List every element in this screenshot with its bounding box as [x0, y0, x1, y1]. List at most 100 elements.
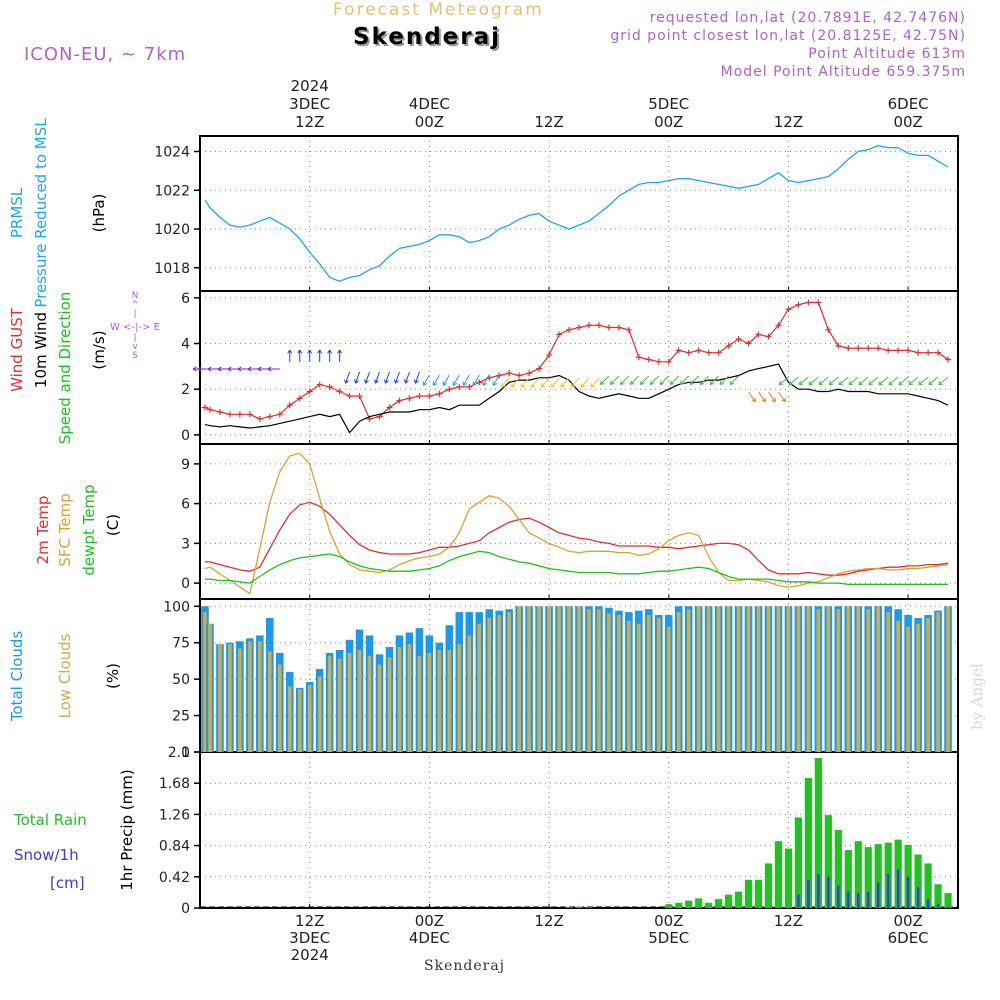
bottom-time-label: 6DEC: [888, 929, 929, 947]
wind-arrow-head: [888, 380, 893, 386]
rain-bar: [934, 884, 942, 908]
wind-arrow-head: [530, 383, 536, 388]
wind-arrow: [560, 377, 570, 388]
wind-arrow: [898, 376, 909, 386]
low-cloud-bar: [517, 606, 521, 752]
wind-arrow: [600, 375, 610, 385]
gridpoint-coords: grid point closest lon,lat (20.8125E, 42…: [610, 28, 966, 44]
low-cloud-bar: [427, 652, 432, 752]
wind-arrow: [452, 374, 460, 386]
panel-frame-5: [199, 751, 959, 909]
gust-marker: [456, 383, 463, 390]
gust-marker: [715, 349, 722, 356]
low-cloud-bar: [886, 612, 890, 752]
low-cloud-bar: [218, 644, 222, 752]
wind-arrow: [768, 391, 776, 403]
gust-marker: [546, 351, 553, 358]
snow-bar: [916, 887, 920, 908]
bottom-time-label: 12Z: [295, 912, 324, 930]
rain-bar: [774, 841, 783, 908]
rain-bar: [874, 844, 882, 908]
pressure-line: [204, 145, 949, 282]
wind-arrow-head: [898, 380, 903, 386]
gust-marker: [665, 358, 672, 365]
label-total-clouds: Total Clouds: [8, 631, 26, 723]
panel-frame-1: [199, 135, 959, 292]
snow-bar: [857, 893, 860, 908]
gust-marker: [276, 411, 283, 418]
rain-bar: [675, 902, 683, 908]
low-cloud-bar: [856, 606, 861, 752]
gust-marker: [585, 322, 592, 329]
low-cloud-bar: [307, 684, 312, 752]
rain-bar: [744, 879, 753, 908]
y-tick-label: 1018: [154, 261, 190, 277]
wind-arrow-head: [192, 366, 197, 372]
low-cloud-bar: [367, 655, 372, 752]
wind-arrow-head: [492, 381, 497, 386]
rain-bar: [754, 879, 763, 908]
wind-arrow: [659, 375, 670, 385]
wind-arrow-head: [699, 380, 705, 385]
low-cloud-bar: [936, 612, 940, 752]
low-cloud-bar: [926, 617, 930, 752]
low-cloud-bar: [786, 606, 791, 752]
wind-arrow: [758, 391, 766, 403]
gust-marker: [825, 326, 832, 333]
wind-arrow-head: [404, 379, 409, 384]
label-hpa: (hPa): [90, 194, 108, 233]
low-cloud-bar: [377, 664, 382, 752]
wind-arrow: [868, 376, 879, 386]
rain-bar: [695, 898, 703, 908]
wind-arrow-head: [267, 366, 272, 372]
low-cloud-bar: [587, 609, 591, 752]
gust-marker: [386, 404, 393, 411]
wind-arrow: [364, 371, 371, 384]
wind-arrow: [394, 371, 400, 384]
gust-marker: [875, 345, 882, 352]
wind-arrow-head: [217, 366, 222, 372]
location-title: Skenderaj: [353, 24, 502, 50]
y-tick-label: 0: [181, 576, 190, 592]
rain-bar: [944, 893, 952, 908]
gust-marker: [446, 386, 453, 393]
wind-arrow-head: [540, 383, 546, 388]
gust-marker: [735, 335, 742, 342]
rain-bar: [914, 854, 922, 908]
gust-marker: [755, 331, 762, 338]
label-2m-temp: 2m Temp: [34, 496, 52, 565]
gust-marker: [675, 347, 682, 354]
wind-arrow-head: [287, 349, 293, 354]
wind-arrow-head: [570, 383, 576, 388]
gust-marker: [436, 390, 443, 397]
wind-arrow-head: [197, 366, 202, 372]
low-cloud-bar: [357, 650, 362, 752]
label-prmsl: PRMSL: [8, 187, 26, 238]
wind-arrow-head: [257, 366, 262, 372]
wind-arrow: [414, 371, 420, 384]
gust-marker: [905, 347, 912, 354]
wind-arrow: [858, 376, 869, 386]
wind-arrow-head: [649, 380, 655, 385]
low-cloud-bar: [846, 606, 851, 752]
label-ms: (m/s): [90, 330, 108, 369]
wind-arrow: [482, 374, 490, 386]
label-low-clouds: Low Clouds: [56, 633, 74, 718]
wind-arrow-head: [689, 380, 695, 385]
top-time-label: 4DEC: [409, 95, 450, 113]
low-cloud-bar: [656, 617, 661, 752]
compass-we: W <-|-> E: [110, 322, 160, 333]
wind-arrow: [492, 374, 500, 386]
rain-bar: [585, 907, 593, 908]
y-tick-label: 1.68: [159, 776, 190, 792]
low-cloud-bar: [238, 648, 242, 752]
wind-arrow-head: [781, 397, 786, 403]
low-cloud-bar: [637, 623, 641, 752]
wind-arrow-head: [452, 381, 458, 386]
gust-marker: [236, 411, 243, 418]
wind-arrow-head: [908, 380, 913, 386]
wind-arrow: [888, 376, 899, 386]
wind-arrow: [649, 375, 660, 385]
wind-arrow-head: [307, 349, 313, 354]
